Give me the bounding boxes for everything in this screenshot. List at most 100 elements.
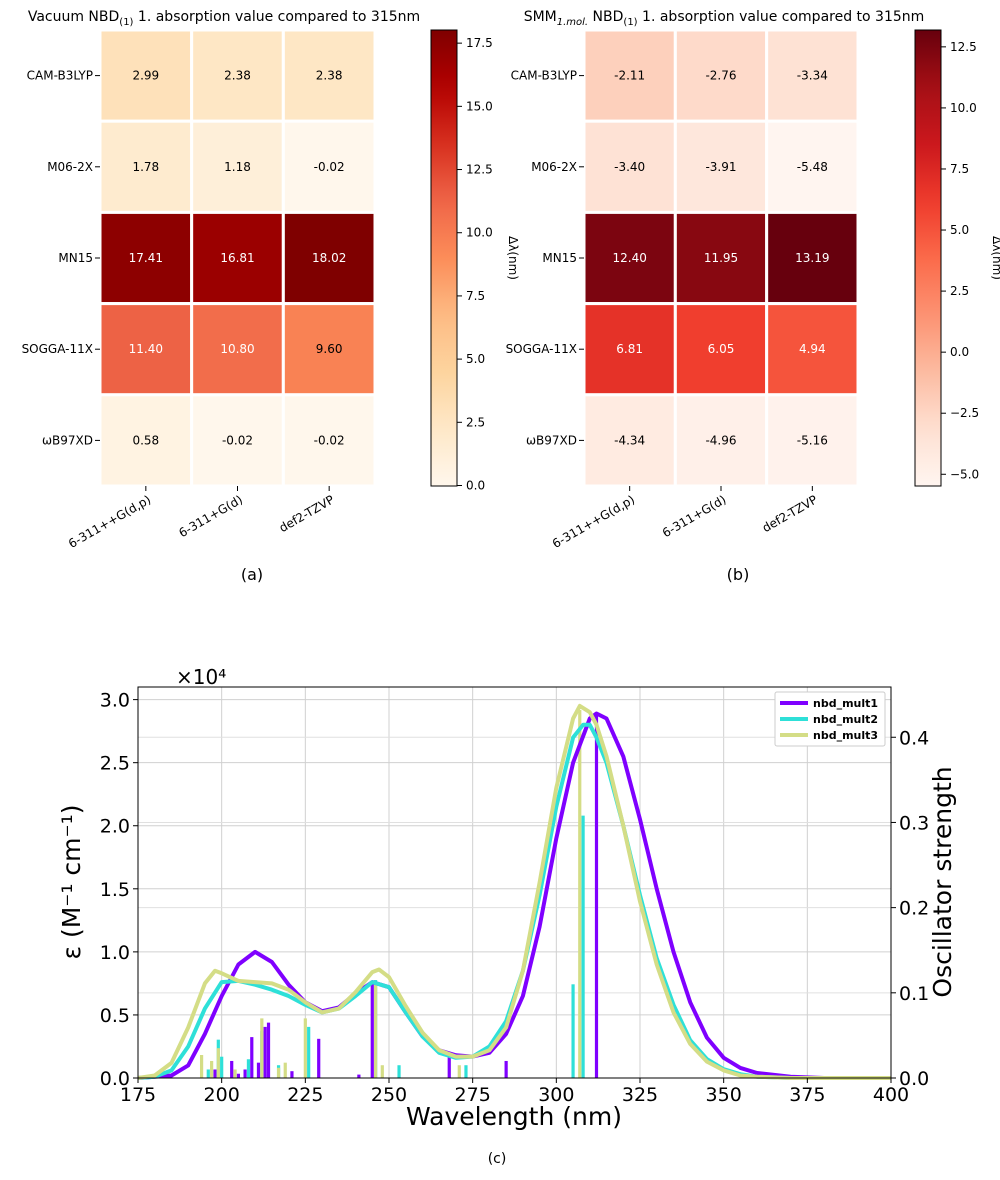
y-left-tick-label: 2.5 (100, 753, 130, 775)
heatmap-cell-label: -5.16 (797, 433, 828, 447)
oscillator-stick (246, 1059, 251, 1078)
heatmap-cell-label: 2.38 (316, 69, 343, 83)
y-left-tick-label: 3.0 (100, 690, 130, 712)
spectrum-plot-frame (137, 686, 892, 1079)
heatmap-cell-label: 0.58 (132, 433, 159, 447)
row-label: M06-2X (531, 160, 577, 174)
heatmap-cell-label: 11.40 (129, 342, 163, 356)
oscillator-stick (256, 1062, 261, 1078)
y-left-tick-label: 0.5 (100, 1005, 130, 1027)
y-right-tick-label: 0.2 (899, 898, 929, 920)
column-label: 6-311+G(d) (176, 492, 245, 540)
oscillator-stick (307, 1026, 311, 1078)
heatmap-smm: SMM1.mol. NBD(1) 1. absorption value com… (506, 9, 1000, 584)
x-tick-label: 350 (706, 1084, 742, 1106)
y-axis-right-label: Oscillator strength (928, 766, 957, 997)
row-label: CAM-B3LYP (27, 69, 93, 83)
heatmap-cell-label: 12.40 (612, 251, 646, 265)
heatmap-cell-label: -4.96 (705, 433, 736, 447)
colorbar-tick-label: 12.5 (466, 163, 493, 177)
colorbar-tick-label: 5.0 (466, 352, 485, 366)
heatmap-cell (582, 210, 677, 306)
heatmap-cell-label: 2.99 (132, 69, 159, 83)
colorbar-tick-label: 5.0 (950, 223, 969, 237)
row-label: CAM-B3LYP (511, 69, 577, 83)
heatmap-cell (765, 28, 860, 123)
heatmap-cell-label: -3.40 (614, 160, 645, 174)
oscillator-stick (464, 1065, 468, 1078)
oscillator-stick (260, 1018, 264, 1078)
row-label: ωB97XD (526, 433, 577, 447)
row-label: ωB97XD (42, 433, 93, 447)
row-label: SOGGA-11X (22, 342, 93, 356)
heatmap-cell (673, 210, 769, 306)
panel-b-label: (b) (727, 565, 750, 584)
oscillator-stick (206, 1069, 210, 1078)
heatmap-a-title: Vacuum NBD(1) 1. absorption value compar… (28, 9, 420, 28)
x-tick-label: 375 (789, 1084, 825, 1106)
heatmap-cell-label: -3.34 (797, 69, 828, 83)
heatmap-cell (765, 302, 860, 397)
oscillator-stick (594, 715, 599, 1078)
colorbar-label: Δλ(nm) (506, 236, 520, 280)
column-label: def2-TZVP (760, 492, 820, 535)
oscillator-stick (578, 710, 582, 1078)
oscillator-stick (210, 1060, 214, 1078)
heatmap-cell (765, 210, 860, 306)
x-tick-label: 250 (371, 1084, 407, 1106)
colorbar-tick-label: 2.5 (466, 415, 485, 429)
spectrum-curve (137, 722, 891, 1080)
y-axis-left-label: ε (M⁻¹ cm⁻¹) (57, 804, 86, 959)
heatmap-cell-label: 10.80 (220, 342, 254, 356)
panel-c-label: (c) (488, 1151, 507, 1167)
heatmap-cell-label: -5.48 (797, 160, 828, 174)
oscillator-stick (230, 1060, 234, 1078)
heatmap-b-title: SMM1.mol. NBD(1) 1. absorption value com… (524, 9, 925, 28)
colorbar (430, 29, 458, 487)
heatmap-cell-label: 1.78 (132, 160, 159, 174)
x-tick-label: 275 (455, 1084, 491, 1106)
heatmap-cell-label: -2.11 (614, 69, 645, 83)
heatmap-cell-label: 18.02 (312, 251, 346, 265)
heatmap-cell-label: 2.38 (224, 69, 251, 83)
x-tick-label: 325 (622, 1084, 658, 1106)
heatmap-cell (281, 302, 377, 397)
x-tick-label: 400 (873, 1084, 909, 1106)
heatmap-vacuum: Vacuum NBD(1) 1. absorption value compar… (22, 9, 520, 584)
heatmap-cell-label: -0.02 (314, 433, 345, 447)
column-label: def2-TZVP (277, 492, 337, 535)
oscillator-stick (380, 1065, 384, 1078)
x-tick-label: 225 (287, 1084, 323, 1106)
colorbar-tick-label: 7.5 (466, 289, 485, 303)
oscillator-stick (290, 1071, 294, 1078)
spectrum-curve (137, 711, 891, 1080)
colorbar-tick-label: −2.5 (950, 406, 979, 420)
heatmap-cell (281, 119, 377, 214)
y-left-tick-label: 0.0 (100, 1068, 130, 1090)
heatmap-cell-label: 1.18 (224, 160, 251, 174)
colorbar-label: Δλ(nm) (990, 236, 1000, 280)
colorbar-tick-label: −5.0 (950, 467, 979, 481)
legend: nbd_mult1 nbd_mult2 nbd_mult3 (774, 691, 886, 747)
oscillator-stick (216, 1048, 220, 1078)
colorbar-tick-label: 0.0 (950, 345, 969, 359)
oscillator-stick (571, 984, 575, 1078)
heatmap-cell (673, 119, 769, 214)
colorbar-tick-label: 2.5 (950, 284, 969, 298)
y-left-tick-label: 1.5 (100, 879, 130, 901)
oscillator-stick (374, 984, 378, 1078)
heatmap-cell-label: 16.81 (220, 251, 254, 265)
colorbar (914, 29, 942, 487)
heatmap-cell-label: 4.94 (799, 342, 826, 356)
colorbar-tick-label: 10.0 (466, 226, 493, 240)
oscillator-stick (581, 815, 585, 1078)
oscillator-stick (276, 1067, 281, 1078)
oscillator-stick (236, 1073, 240, 1078)
x-tick-label: 300 (538, 1084, 574, 1106)
oscillator-stick (357, 1074, 361, 1078)
heatmap-cell-label: -0.02 (314, 160, 345, 174)
y-left-tick-label: 1.0 (100, 942, 130, 964)
oscillator-stick (370, 984, 374, 1078)
heatmap-cell-label: 11.95 (704, 251, 738, 265)
